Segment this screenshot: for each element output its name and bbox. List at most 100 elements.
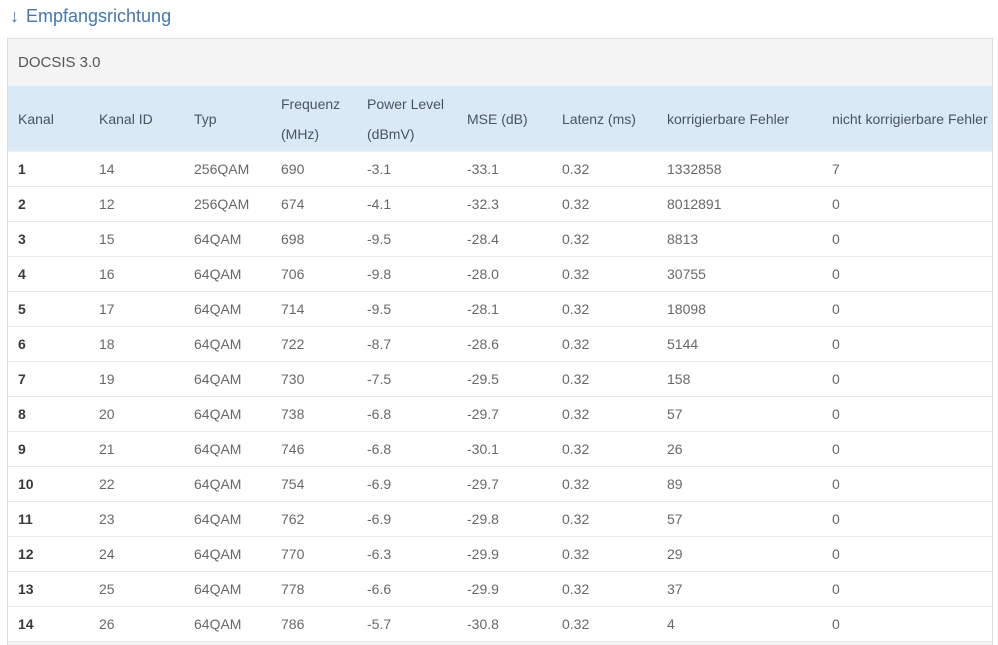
table-header-row: Kanal Kanal ID Typ Frequenz (MHz) Power Level… [8, 86, 992, 152]
value-cell: 0 [822, 431, 992, 467]
column-header: Typ [184, 86, 271, 152]
value-cell: -3.1 [357, 151, 457, 187]
value-cell: 29 [657, 536, 822, 572]
value-cell: 64QAM [184, 326, 271, 362]
value-cell: 674 [271, 186, 357, 222]
column-header: Kanal [8, 86, 89, 152]
value-cell: 0 [822, 501, 992, 537]
value-cell: 0.32 [552, 151, 657, 187]
value-cell: -6.3 [357, 536, 457, 572]
value-cell: 89 [657, 466, 822, 502]
table-row: 2 12 256QAM 674 -4.1 -32.3 0.32 8012891 0 [8, 186, 992, 222]
value-cell: 18 [89, 326, 184, 362]
value-cell: 37 [657, 571, 822, 607]
column-header-label: nicht korrigierbare Fehler [832, 110, 988, 127]
value-cell: 0 [822, 186, 992, 222]
table-row: 10 22 64QAM 754 -6.9 -29.7 0.32 89 0 [8, 466, 992, 502]
column-header: MSE (dB) [457, 86, 552, 152]
value-cell: 64QAM [184, 291, 271, 327]
table-row: 7 19 64QAM 730 -7.5 -29.5 0.32 158 0 [8, 361, 992, 397]
value-cell: 0 [822, 326, 992, 362]
value-cell: -8.7 [357, 326, 457, 362]
value-cell: 0 [822, 536, 992, 572]
value-cell: 0 [822, 606, 992, 641]
value-cell: 0.32 [552, 606, 657, 641]
value-cell: 0 [822, 466, 992, 502]
column-header-label: Latenz (ms) [562, 110, 636, 127]
table-row: 8 20 64QAM 738 -6.8 -29.7 0.32 57 0 [8, 396, 992, 432]
channel-number-cell: 11 [8, 501, 89, 537]
column-header-label: Power Level [367, 95, 445, 112]
value-cell: 25 [89, 571, 184, 607]
down-arrow-icon: ↓ [10, 6, 19, 26]
value-cell: -6.6 [357, 571, 457, 607]
docsis-version-label: DOCSIS 3.0 [18, 54, 101, 71]
value-cell: 22 [89, 466, 184, 502]
value-cell: 20 [89, 396, 184, 432]
column-header-label: Typ [194, 110, 217, 127]
value-cell: 15 [89, 221, 184, 257]
value-cell: 4 [657, 606, 822, 641]
section-title-empfangsrichtung[interactable]: ↓ Empfangsrichtung [10, 5, 998, 27]
value-cell: 0.32 [552, 186, 657, 222]
value-cell: -29.9 [457, 536, 552, 572]
value-cell: 762 [271, 501, 357, 537]
value-cell: -29.7 [457, 396, 552, 432]
value-cell: 0 [822, 361, 992, 397]
value-cell: 698 [271, 221, 357, 257]
value-cell: 1332858 [657, 151, 822, 187]
value-cell: 21 [89, 431, 184, 467]
value-cell: -29.8 [457, 501, 552, 537]
value-cell: 706 [271, 256, 357, 292]
table-row: 13 25 64QAM 778 -6.6 -29.9 0.32 37 0 [8, 571, 992, 607]
column-header: Latenz (ms) [552, 86, 657, 152]
value-cell: 64QAM [184, 501, 271, 537]
value-cell: -29.9 [457, 571, 552, 607]
value-cell: 64QAM [184, 396, 271, 432]
value-cell: -33.1 [457, 151, 552, 187]
value-cell: 0 [822, 256, 992, 292]
value-cell: 0 [822, 396, 992, 432]
value-cell: 16 [89, 256, 184, 292]
table-row: 5 17 64QAM 714 -9.5 -28.1 0.32 18098 0 [8, 291, 992, 327]
value-cell: 256QAM [184, 151, 271, 187]
channel-number-cell: 13 [8, 571, 89, 607]
value-cell: 730 [271, 361, 357, 397]
value-cell: 64QAM [184, 466, 271, 502]
table-row: 12 24 64QAM 770 -6.3 -29.9 0.32 29 0 [8, 536, 992, 572]
column-header-label: korrigierbare Fehler [667, 110, 790, 127]
downstream-channel-table: Kanal Kanal ID Typ Frequenz (MHz) Power Level… [8, 86, 992, 641]
value-cell: 690 [271, 151, 357, 187]
value-cell: -5.7 [357, 606, 457, 641]
value-cell: 64QAM [184, 361, 271, 397]
channel-number-cell: 6 [8, 326, 89, 362]
channel-number-cell: 14 [8, 606, 89, 641]
column-header-unit: (dBmV) [367, 125, 415, 142]
value-cell: 0.32 [552, 536, 657, 572]
value-cell: 0.32 [552, 256, 657, 292]
docsis-status-card: DOCSIS 3.0 Kanal Kanal ID Typ Frequenz (MHz)… [7, 38, 993, 645]
value-cell: -6.9 [357, 501, 457, 537]
channel-number-cell: 1 [8, 151, 89, 187]
value-cell: 30755 [657, 256, 822, 292]
column-header-label: Frequenz [281, 95, 341, 112]
value-cell: 26 [657, 431, 822, 467]
value-cell: -6.8 [357, 431, 457, 467]
channel-number-cell: 8 [8, 396, 89, 432]
value-cell: -28.6 [457, 326, 552, 362]
value-cell: 14 [89, 151, 184, 187]
value-cell: -6.8 [357, 396, 457, 432]
value-cell: 0.32 [552, 291, 657, 327]
value-cell: -28.1 [457, 291, 552, 327]
value-cell: 778 [271, 571, 357, 607]
value-cell: 8813 [657, 221, 822, 257]
next-section-band-partial [8, 641, 992, 645]
value-cell: 0.32 [552, 221, 657, 257]
channel-number-cell: 2 [8, 186, 89, 222]
channel-number-cell: 9 [8, 431, 89, 467]
value-cell: 12 [89, 186, 184, 222]
value-cell: -7.5 [357, 361, 457, 397]
value-cell: -32.3 [457, 186, 552, 222]
column-header-unit: (MHz) [281, 125, 320, 142]
column-header-label: Kanal ID [99, 110, 153, 127]
